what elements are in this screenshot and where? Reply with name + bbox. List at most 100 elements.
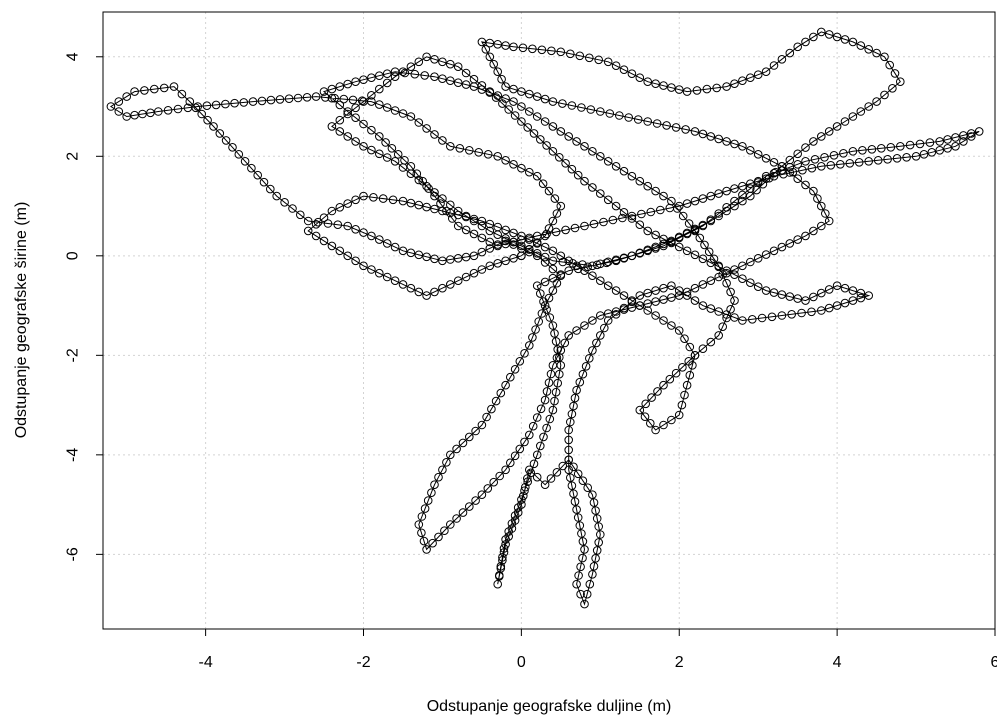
data-point-marker	[690, 196, 700, 206]
data-point-marker	[641, 399, 651, 409]
data-point-marker	[682, 87, 692, 96]
data-point-marker	[177, 89, 187, 99]
data-point-marker	[738, 76, 747, 85]
data-point-marker	[367, 125, 376, 135]
data-point-marker	[651, 311, 660, 320]
data-point-marker	[785, 239, 795, 248]
data-point-marker	[877, 144, 886, 153]
data-point-marker	[611, 162, 621, 171]
data-point-marker	[540, 301, 550, 310]
data-point-marker	[375, 84, 384, 94]
data-point-marker	[813, 194, 822, 203]
data-point-marker	[427, 488, 436, 498]
data-point-marker	[651, 79, 660, 88]
data-point-marker	[375, 149, 384, 159]
data-point-marker	[667, 237, 676, 247]
data-point-marker	[652, 119, 662, 128]
data-point-marker	[915, 139, 925, 149]
data-point-marker	[832, 32, 842, 42]
data-point-marker	[428, 538, 437, 548]
data-point-marker	[611, 310, 621, 319]
data-point-marker	[801, 231, 810, 241]
data-point-marker	[501, 225, 510, 235]
data-point-marker	[564, 331, 574, 340]
data-point-marker	[730, 196, 739, 206]
data-point-marker	[706, 304, 716, 313]
data-point-marker	[544, 378, 554, 388]
data-point-marker	[545, 414, 555, 424]
data-point-marker	[698, 280, 708, 289]
data-point-marker	[777, 290, 787, 299]
data-point-marker	[335, 100, 345, 110]
data-point-marker	[821, 209, 830, 218]
data-point-marker	[864, 102, 874, 111]
data-point-marker	[592, 338, 601, 348]
data-point-marker	[761, 250, 771, 259]
data-point-marker	[311, 220, 321, 229]
data-point-marker	[410, 69, 420, 79]
data-point-marker	[558, 257, 568, 267]
data-point-marker	[253, 170, 263, 180]
data-point-marker	[700, 240, 709, 250]
data-point-marker	[817, 221, 826, 231]
data-point-marker	[477, 221, 487, 231]
data-point-marker	[532, 171, 542, 181]
data-point-marker	[446, 76, 455, 85]
data-point-marker	[690, 127, 700, 136]
data-point-marker	[567, 164, 577, 174]
data-point-marker	[761, 67, 771, 76]
data-point-marker	[572, 326, 581, 335]
data-point-marker	[809, 32, 818, 42]
data-point-marker	[496, 388, 506, 398]
data-point-marker	[458, 438, 468, 448]
data-point-marker	[564, 266, 574, 276]
data-point-marker	[497, 74, 506, 84]
data-point-marker	[748, 315, 757, 324]
data-point-marker	[357, 96, 367, 105]
data-point-marker	[690, 226, 700, 236]
data-point-marker	[430, 72, 439, 81]
data-point-marker	[489, 59, 499, 69]
data-point-marker	[382, 103, 392, 112]
data-point-marker	[493, 152, 503, 161]
data-point-marker	[221, 136, 231, 145]
data-point-marker	[367, 91, 376, 100]
data-point-marker	[611, 286, 621, 295]
data-point-marker	[588, 147, 597, 156]
data-point-marker	[588, 316, 597, 325]
data-point-marker	[603, 195, 613, 205]
data-point-marker	[335, 82, 345, 91]
data-point-marker	[714, 189, 724, 198]
data-point-marker	[551, 337, 561, 346]
data-point-marker	[469, 251, 479, 261]
data-point-marker	[203, 115, 212, 125]
data-point-marker	[419, 536, 429, 546]
data-point-marker	[824, 30, 834, 39]
data-point-marker	[532, 239, 542, 248]
data-point-marker	[566, 473, 575, 483]
data-point-marker	[330, 93, 339, 103]
data-point-marker	[453, 206, 463, 216]
data-point-marker	[680, 390, 689, 400]
data-point-marker	[591, 506, 600, 515]
data-point-marker	[832, 281, 842, 291]
data-point-marker	[558, 99, 567, 108]
data-point-marker	[327, 122, 337, 131]
data-point-marker	[536, 441, 545, 451]
data-point-marker	[730, 184, 739, 193]
data-point-marker	[507, 519, 517, 528]
data-point-marker	[525, 89, 534, 99]
data-point-marker	[173, 104, 183, 114]
data-point-marker	[746, 257, 755, 267]
data-point-marker	[608, 215, 618, 225]
data-point-marker	[646, 419, 655, 428]
data-point-marker	[446, 142, 455, 151]
data-point-marker	[551, 387, 561, 397]
data-point-marker	[651, 297, 660, 306]
data-point-marker	[406, 283, 416, 293]
data-point-marker	[343, 109, 353, 119]
data-point-marker	[787, 310, 797, 319]
data-point-marker	[266, 95, 276, 105]
data-point-marker	[327, 84, 337, 94]
data-point-marker	[493, 579, 503, 589]
